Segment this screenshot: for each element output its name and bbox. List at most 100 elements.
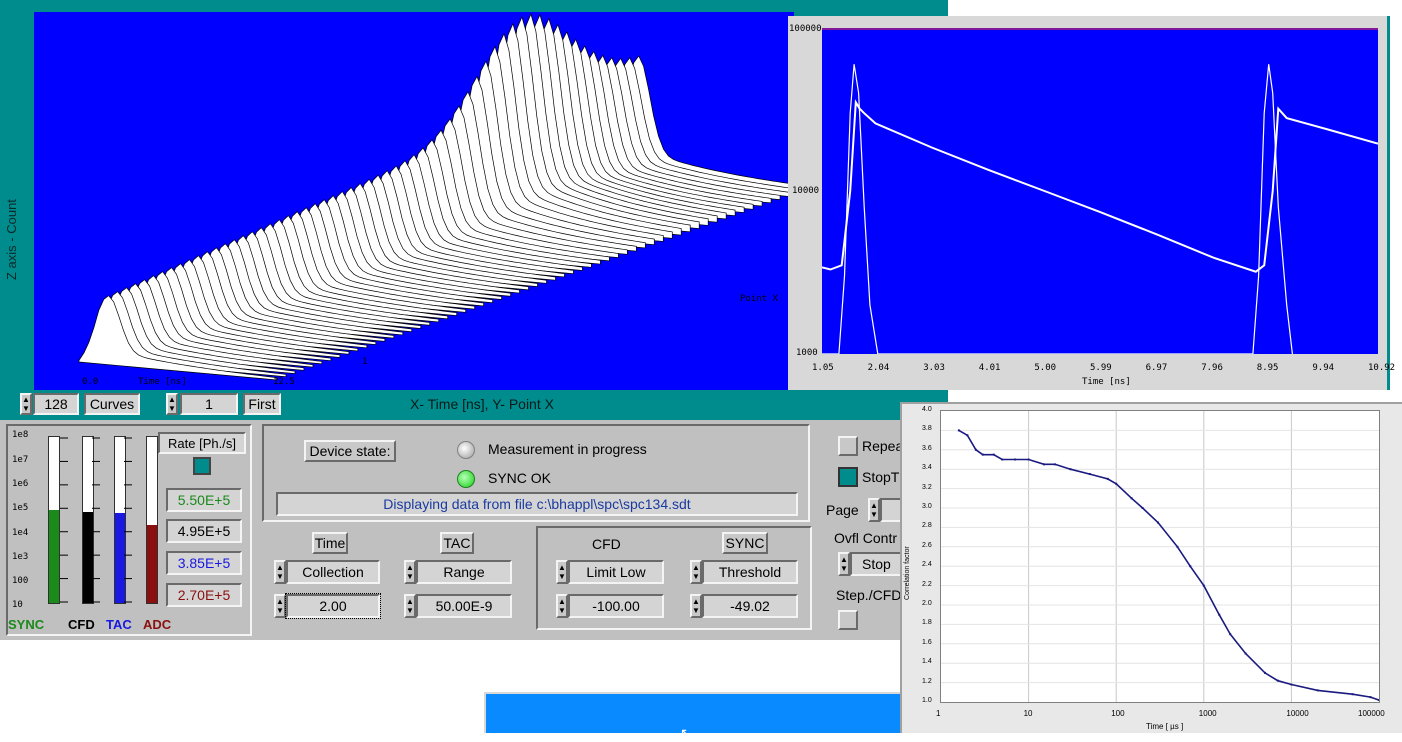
curves-spinner[interactable]: ▲ ▼ bbox=[20, 393, 32, 415]
repeat-label: Repea bbox=[862, 438, 904, 454]
surface-curve bbox=[428, 105, 628, 255]
surface-curve bbox=[500, 13, 700, 230]
sync-meter bbox=[48, 436, 60, 604]
tick-1e6: 1e6 bbox=[12, 479, 29, 489]
cfd-value-spinner[interactable]: ▲ ▼ bbox=[556, 594, 568, 618]
surface-curve bbox=[420, 118, 619, 259]
corr-y-tick: 2.2 bbox=[922, 580, 932, 588]
tick-10: 10 bbox=[12, 600, 23, 610]
correlation-y-label: Correlation factor bbox=[904, 546, 911, 600]
background-window bbox=[484, 692, 914, 733]
corr-y-tick: 4.0 bbox=[922, 406, 932, 413]
surface-curve bbox=[545, 38, 745, 213]
surface-curve bbox=[590, 57, 790, 197]
corr-point bbox=[1218, 613, 1221, 616]
corr-point bbox=[992, 453, 995, 456]
surface-curve bbox=[581, 56, 781, 201]
corr-point bbox=[1229, 633, 1232, 636]
sync-value-spinner[interactable]: ▲ ▼ bbox=[690, 594, 702, 618]
corr-point bbox=[1069, 468, 1072, 471]
repeat-checkbox[interactable] bbox=[838, 436, 858, 456]
time-button[interactable]: Time bbox=[312, 532, 348, 554]
surface-plot-svg bbox=[78, 13, 794, 381]
decay-x-tick: 3.03 bbox=[923, 363, 945, 373]
cfd-value-field[interactable]: -100.00 bbox=[568, 594, 664, 618]
meter-tick-marks bbox=[60, 436, 160, 604]
corr-point bbox=[1316, 689, 1319, 692]
step-cfd-button[interactable] bbox=[838, 610, 858, 630]
time-value-field[interactable]: 2.00 bbox=[285, 593, 381, 619]
surface-curve bbox=[536, 30, 736, 217]
stop-checkbox[interactable] bbox=[838, 467, 858, 487]
corr-x-tick: 10 bbox=[1023, 709, 1033, 718]
tac-value-spinner[interactable]: ▲ ▼ bbox=[404, 594, 416, 618]
surface-curve bbox=[464, 45, 664, 242]
decay-x-tick: 7.96 bbox=[1201, 363, 1223, 373]
tick-1e3: 1e3 bbox=[12, 552, 29, 562]
first-field[interactable]: 1 bbox=[180, 393, 238, 415]
corr-point bbox=[1043, 463, 1046, 466]
curves-field[interactable]: 128 bbox=[33, 393, 79, 415]
tac-mode-field[interactable]: Range bbox=[416, 560, 512, 584]
decay-x-tick: 9.94 bbox=[1312, 363, 1335, 373]
sync-label: SYNC bbox=[8, 617, 45, 632]
decay-x-label: Time [ns] bbox=[1082, 377, 1131, 387]
corr-y-tick: 3.6 bbox=[922, 444, 932, 452]
corr-y-tick: 1.4 bbox=[922, 658, 932, 666]
page-label: Page bbox=[826, 502, 859, 518]
corr-point bbox=[1290, 683, 1293, 686]
surface-curve bbox=[554, 45, 754, 210]
rate-title: Rate [Ph./s] bbox=[158, 432, 246, 454]
tick-1e5: 1e5 bbox=[12, 503, 29, 513]
page-spinner[interactable]: ▲ ▼ bbox=[868, 498, 880, 522]
cfd-meter-fill bbox=[83, 511, 93, 603]
corr-point bbox=[966, 434, 969, 437]
measurement-status: Measurement in progress bbox=[488, 441, 647, 457]
corr-x-tick: 10000 bbox=[1286, 709, 1309, 718]
time-mode-field[interactable]: Collection bbox=[286, 560, 380, 584]
tac-value-field[interactable]: 50.00E-9 bbox=[416, 594, 512, 618]
surface-curve bbox=[455, 60, 655, 246]
first-label: First bbox=[243, 393, 281, 415]
corr-point bbox=[1189, 565, 1192, 568]
corr-point bbox=[1014, 458, 1017, 461]
tick-1e8: 1e8 bbox=[12, 430, 29, 440]
stop-label: StopT bbox=[862, 469, 900, 485]
decay-x-tick: 6.97 bbox=[1145, 363, 1168, 373]
first-spinner[interactable]: ▲ ▼ bbox=[166, 393, 178, 415]
surface-curve bbox=[491, 15, 691, 233]
sync-mode-field[interactable]: Threshold bbox=[702, 560, 798, 584]
corr-x-tick: 100000 bbox=[1358, 709, 1385, 718]
corr-point bbox=[1176, 545, 1179, 548]
tac-button[interactable]: TAC bbox=[440, 532, 474, 554]
corr-point bbox=[957, 429, 960, 432]
corr-y-tick: 3.4 bbox=[922, 464, 932, 472]
sync-ok-led bbox=[457, 470, 475, 488]
corr-y-tick: 3.2 bbox=[922, 483, 932, 491]
rate-tac-value: 3.85E+5 bbox=[166, 551, 242, 575]
surface-curve bbox=[437, 90, 637, 252]
corr-y-tick: 1.0 bbox=[922, 697, 932, 704]
surface-curve bbox=[446, 75, 646, 249]
decay-ytick-10000: 10000 bbox=[792, 186, 820, 196]
cfd-mode-spinner[interactable]: ▲ ▼ bbox=[556, 560, 568, 584]
x-tick-time: Time [ns] bbox=[138, 377, 187, 387]
ovfl-spinner[interactable]: ▲ ▼ bbox=[838, 552, 850, 576]
point-x-label: Point X bbox=[740, 294, 778, 304]
measurement-led bbox=[457, 441, 475, 459]
tick-1e7: 1e7 bbox=[12, 455, 29, 465]
time-mode-spinner[interactable]: ▲ ▼ bbox=[274, 560, 286, 584]
time-value-spinner[interactable]: ▲ ▼ bbox=[274, 594, 286, 618]
ovfl-field[interactable]: Stop bbox=[850, 552, 906, 576]
sync-mode-spinner[interactable]: ▲ ▼ bbox=[690, 560, 702, 584]
step-cfd-label: Step./CFD bbox=[836, 587, 902, 603]
decay-x-tick: 4.01 bbox=[978, 363, 1001, 373]
surface-curve bbox=[509, 13, 709, 226]
device-state-button[interactable]: Device state: bbox=[304, 440, 396, 462]
sync-value-field[interactable]: -49.02 bbox=[702, 594, 798, 618]
cfd-mode-field[interactable]: Limit Low bbox=[568, 560, 664, 584]
y-tick-1: 1 bbox=[362, 357, 368, 367]
tac-mode-spinner[interactable]: ▲ ▼ bbox=[404, 560, 416, 584]
sync-button[interactable]: SYNC bbox=[722, 532, 768, 554]
corr-x-tick: 100 bbox=[1111, 709, 1125, 718]
